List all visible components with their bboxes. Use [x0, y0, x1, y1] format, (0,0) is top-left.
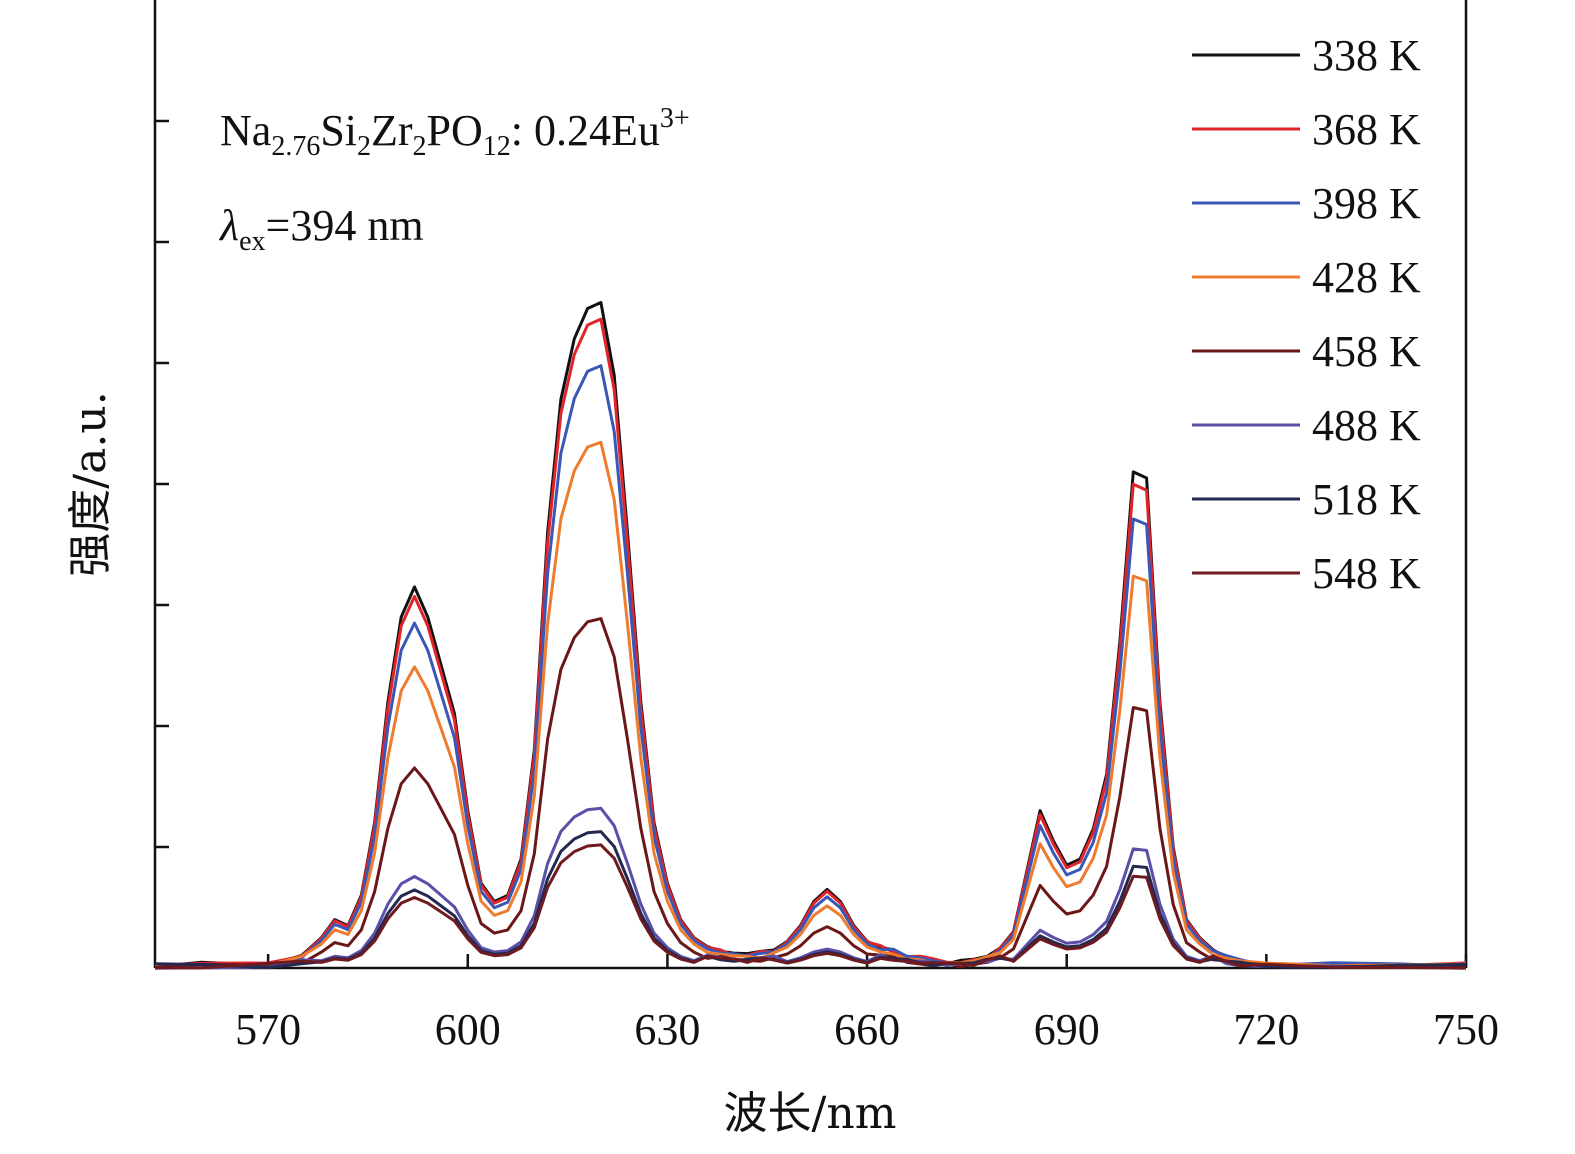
lambda-sub: ex — [239, 226, 265, 257]
compound-sub-si: 2 — [357, 131, 371, 162]
x-tick-label: 720 — [1233, 1005, 1299, 1054]
series-line-338-K — [155, 301, 1466, 969]
x-tick-label: 630 — [634, 1005, 700, 1054]
series-line-488-K — [155, 806, 1466, 970]
y-axis-ticks — [155, 119, 169, 849]
series-line-428-K — [155, 440, 1466, 968]
x-axis-title: 波长/nm — [724, 1088, 897, 1139]
y-axis-title: 强度/a.u. — [65, 391, 116, 576]
x-tick-label: 690 — [1034, 1005, 1100, 1054]
x-tick-label: 660 — [834, 1005, 900, 1054]
compound-part-na: Na — [220, 106, 271, 155]
compound-sub-po: 12 — [483, 131, 511, 162]
compound-sup-eu: 3+ — [660, 103, 690, 134]
legend-label: 368 K — [1312, 105, 1421, 154]
lambda-symbol: λ — [218, 201, 239, 250]
legend-label: 458 K — [1312, 327, 1421, 376]
compound-part-si: Si — [320, 106, 357, 155]
x-tick-label: 570 — [235, 1005, 301, 1054]
compound-annotation: Na2.76Si2Zr2PO12: 0.24Eu3+ — [220, 103, 690, 162]
series-line-548-K — [155, 843, 1466, 970]
compound-part-eu: : 0.24Eu — [511, 106, 660, 155]
series-line-518-K — [155, 830, 1466, 970]
legend-label: 548 K — [1312, 549, 1421, 598]
compound-sub-zr: 2 — [413, 131, 427, 162]
legend-label: 518 K — [1312, 475, 1421, 524]
series-line-398-K — [155, 364, 1466, 969]
legend: 338 K 368 K 398 K 428 K 458 K 488 K 518 K 548 K — [1192, 31, 1421, 598]
series-line-368-K — [155, 317, 1466, 968]
x-tick-label: 600 — [435, 1005, 501, 1054]
legend-label: 398 K — [1312, 179, 1421, 228]
legend-label: 428 K — [1312, 253, 1421, 302]
series-line-458-K — [155, 617, 1466, 969]
legend-label: 338 K — [1312, 31, 1421, 80]
excitation-annotation: λex=394 nm — [218, 201, 424, 257]
legend-label: 488 K — [1312, 401, 1421, 450]
x-axis-ticks: 570 600 630 660 690 720 750 — [235, 954, 1499, 1054]
compound-part-zr: Zr — [371, 106, 413, 155]
compound-sub-na: 2.76 — [271, 131, 320, 162]
series-lines — [155, 301, 1466, 970]
x-tick-label: 750 — [1433, 1005, 1499, 1054]
compound-part-po: PO — [427, 106, 483, 155]
excitation-value: =394 nm — [266, 201, 424, 250]
